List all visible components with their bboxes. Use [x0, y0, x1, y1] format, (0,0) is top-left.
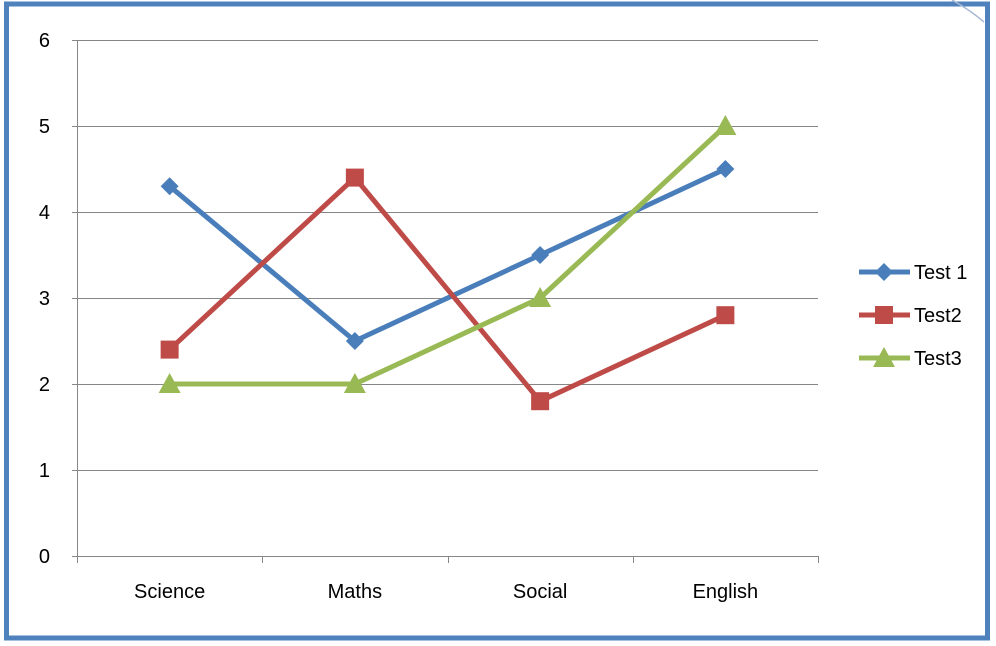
- corner-curl: [951, 0, 985, 23]
- legend: Test 1 Test2 Test3: [859, 262, 967, 370]
- data-point-series-1: [345, 332, 364, 350]
- legend-marker-1: [875, 263, 893, 281]
- data-point-series-2: [531, 392, 550, 411]
- legend-marker-2: [875, 306, 893, 324]
- legend-marker-3: [873, 347, 895, 367]
- y-tick-label: 1: [39, 460, 50, 482]
- axes: [72, 40, 819, 563]
- x-tick-label: Social: [513, 581, 567, 603]
- data-point-series-1: [531, 246, 550, 264]
- x-tick-labels: Science Maths Social English: [134, 581, 758, 603]
- x-tick-label: English: [693, 581, 759, 603]
- y-tick-label: 6: [39, 30, 50, 52]
- y-tick-label: 2: [39, 374, 50, 396]
- y-tick-label: 4: [39, 202, 50, 224]
- x-tick-label: Science: [134, 581, 205, 603]
- legend-label-1: Test 1: [914, 262, 967, 284]
- data-point-series-1: [716, 160, 735, 178]
- x-tick-label: Maths: [328, 581, 382, 603]
- data-point-series-1: [160, 177, 179, 196]
- legend-label-3: Test3: [914, 348, 962, 370]
- data-point-series-2: [345, 168, 364, 187]
- data-point-series-2: [160, 340, 179, 359]
- series-line-3: [169, 124, 728, 387]
- data-point-series-3: [158, 373, 181, 393]
- series-layer: [158, 115, 737, 411]
- y-tick-labels: 0 1 2 3 4 5 6: [39, 30, 50, 568]
- y-tick-label: 3: [39, 288, 50, 310]
- data-point-series-3: [714, 115, 737, 135]
- legend-label-2: Test2: [914, 305, 962, 327]
- data-point-series-3: [529, 287, 552, 307]
- data-point-series-2: [716, 306, 735, 325]
- series-line-2: [167, 175, 727, 404]
- chart-border: [4, 1, 990, 641]
- y-tick-label: 0: [39, 546, 50, 568]
- y-tick-label: 5: [39, 116, 50, 138]
- data-point-series-3: [343, 373, 366, 393]
